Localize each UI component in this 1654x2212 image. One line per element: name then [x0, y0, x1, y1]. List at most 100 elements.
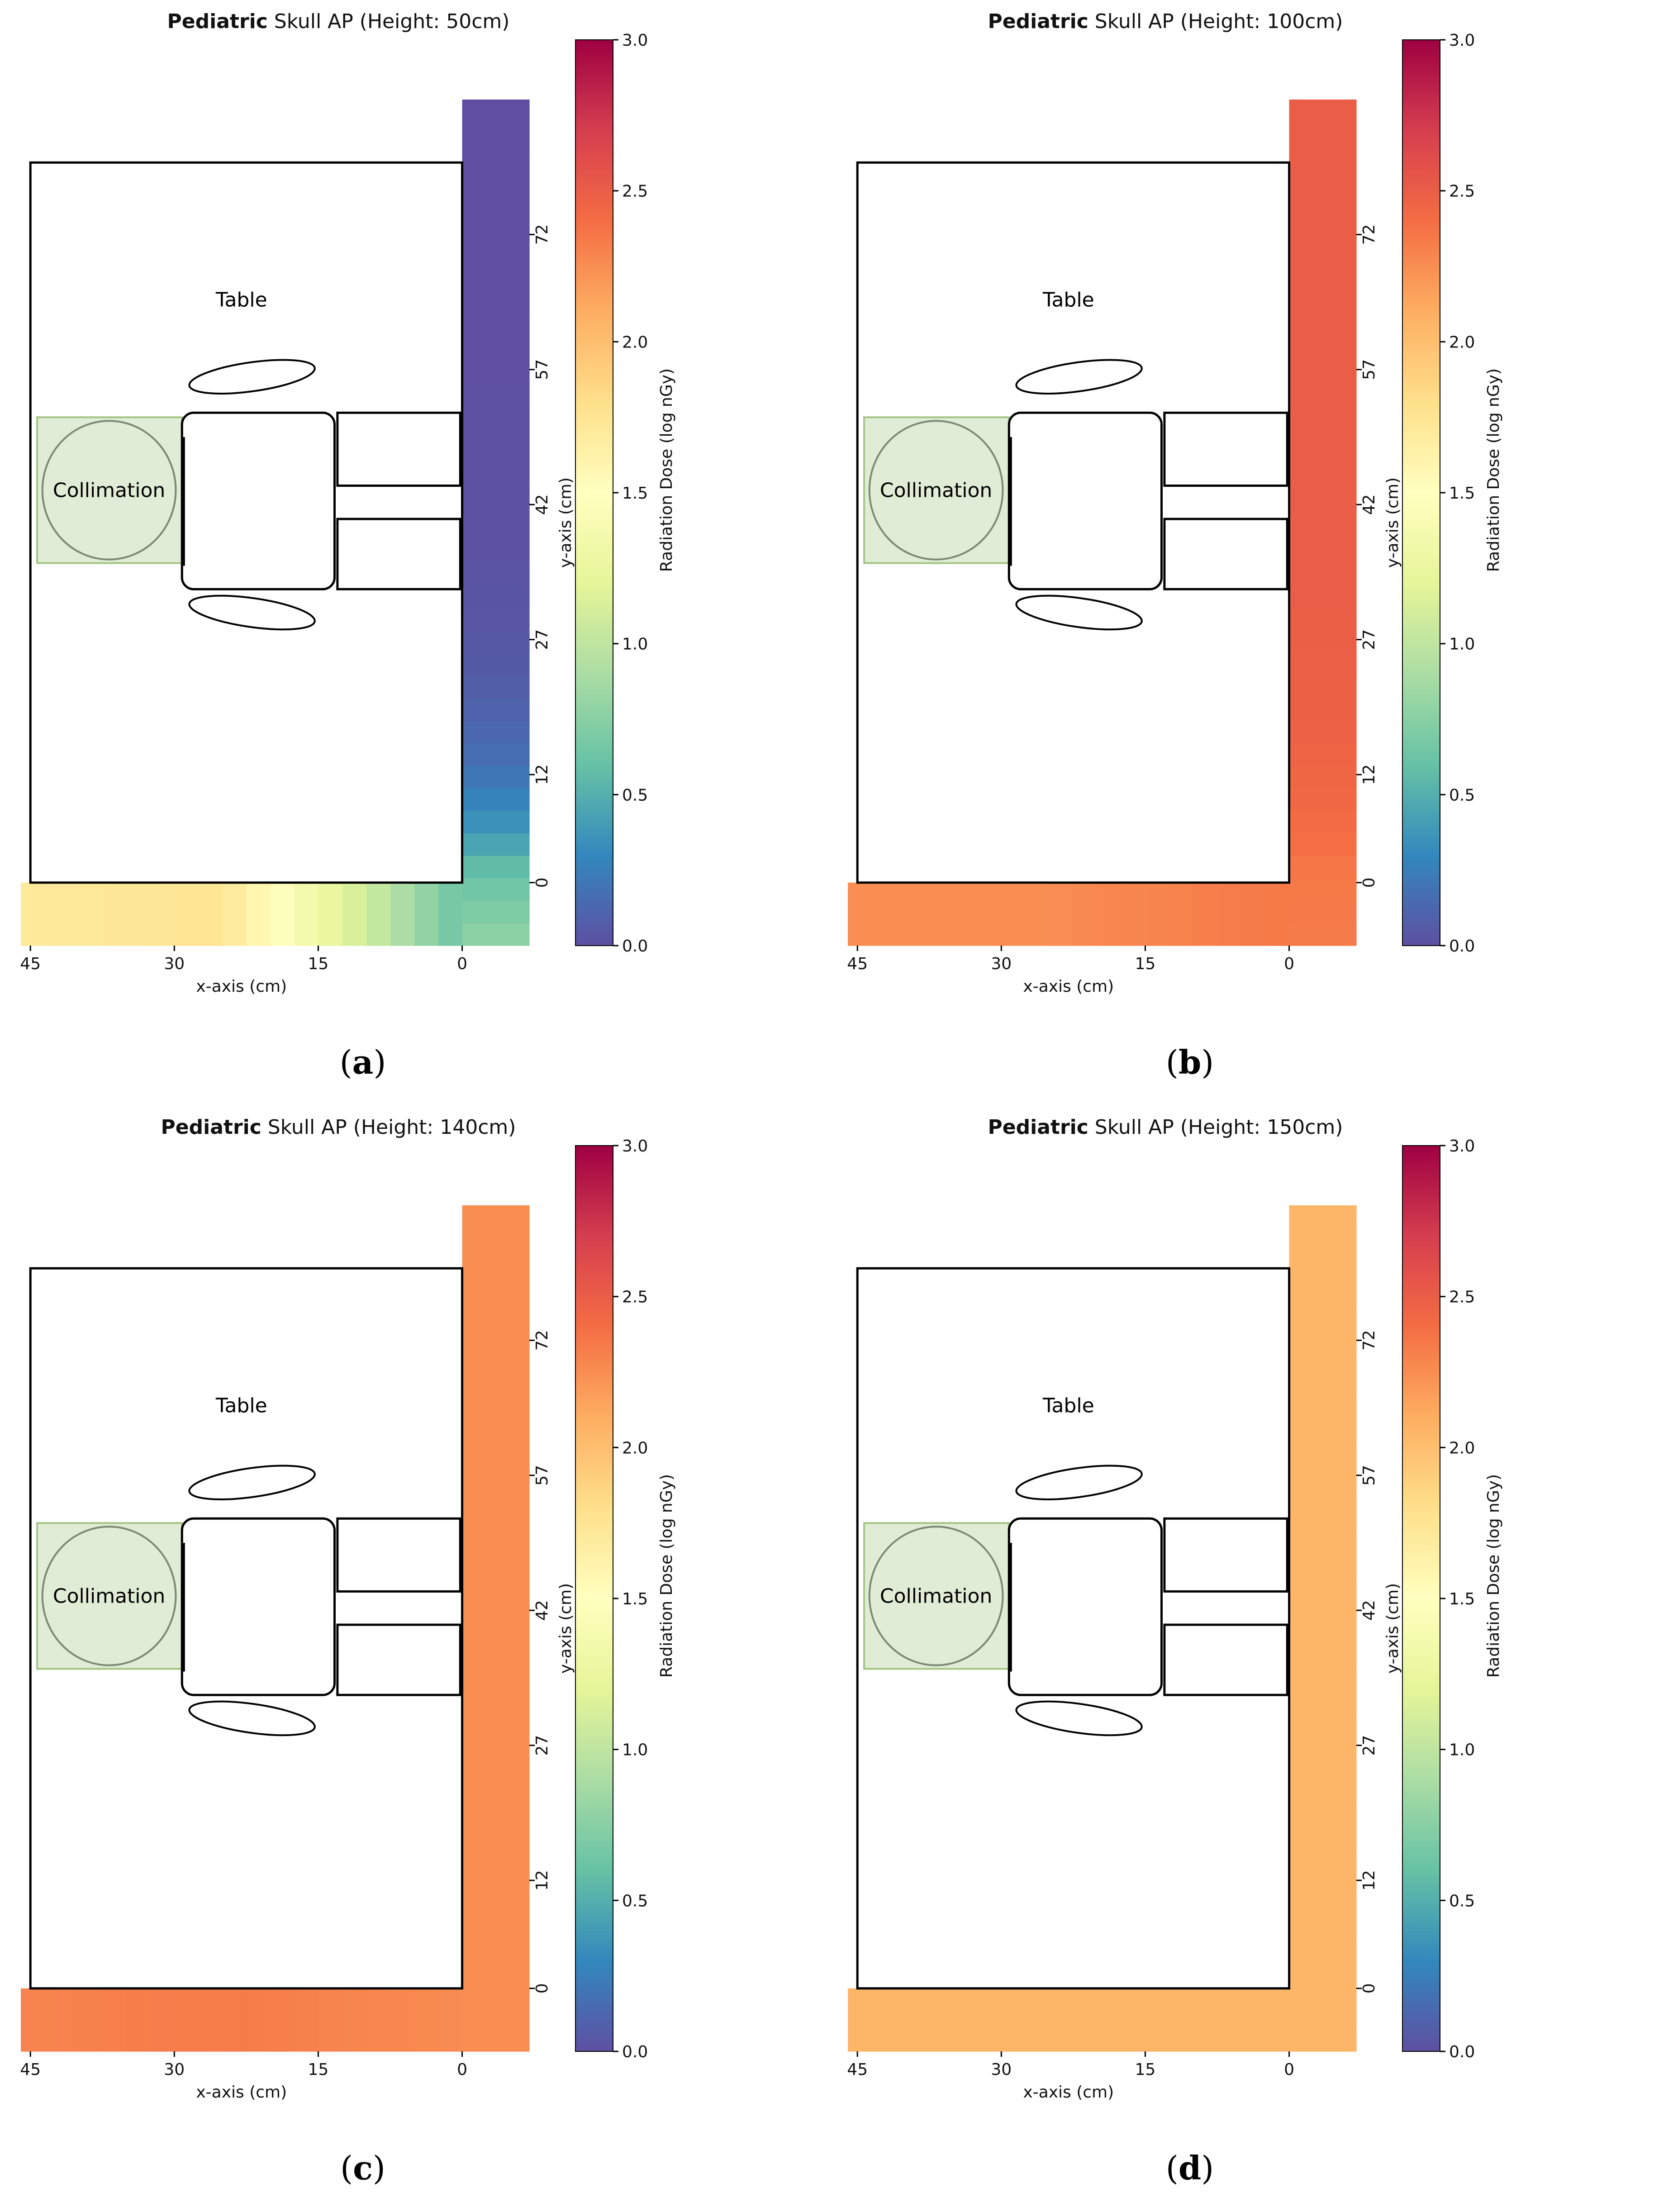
- x-tick-label: 30: [991, 2060, 1012, 2079]
- heatmap-cells: [848, 100, 1357, 946]
- chart-title: Pediatric Skull AP (Height: 150cm): [988, 1116, 1343, 1139]
- heatmap-cell: [150, 2006, 175, 2029]
- heatmap-cell: [1332, 1736, 1357, 1760]
- heatmap-cell: [1332, 1331, 1357, 1354]
- heatmap-cell: [1289, 203, 1309, 226]
- heatmap-cell: [1308, 1444, 1333, 1467]
- heatmap-cell: [505, 473, 530, 496]
- heatmap-cell: [1332, 1984, 1357, 2007]
- heatmap-cell: [462, 1803, 482, 1827]
- panel-label: (b): [1166, 1043, 1214, 1081]
- heatmap-cell: [174, 2029, 199, 2052]
- heatmap-cell: [102, 923, 127, 946]
- heatmap-cell: [1332, 203, 1357, 226]
- heatmap-cell: [126, 882, 151, 901]
- heatmap-cell: [30, 900, 55, 923]
- phantom-arm-lower: [188, 1700, 316, 1736]
- heatmap-cell: [1332, 383, 1357, 406]
- heatmap-cell: [1308, 585, 1333, 609]
- heatmap-cell: [1308, 225, 1333, 248]
- heatmap-cell: [1289, 1781, 1309, 1804]
- heatmap-cell: [481, 878, 506, 901]
- heatmap-cell: [30, 923, 55, 946]
- colorbar-tick-label: 2.5: [1449, 1288, 1475, 1307]
- y-axis-label: y-axis (cm): [1383, 477, 1402, 568]
- colorbar-tick-label: 2.0: [1449, 1439, 1475, 1457]
- heatmap-cell: [1332, 1421, 1357, 1444]
- heatmap-cell: [481, 1961, 506, 1984]
- heatmap-cell: [1289, 720, 1309, 743]
- heatmap-cell: [1332, 1961, 1357, 1984]
- y-tick-label: 0: [533, 1983, 551, 1993]
- heatmap-cell: [54, 923, 79, 946]
- heatmap-cell: [505, 1691, 530, 1714]
- heatmap-cell: [126, 2006, 151, 2029]
- heatmap-cell: [270, 923, 295, 946]
- heatmap-cell: [1308, 1579, 1333, 1602]
- heatmap-cell: [462, 810, 482, 833]
- colorbar-tick-label: 0.5: [622, 786, 648, 804]
- heatmap-cell: [505, 788, 530, 811]
- heatmap-cell: [1289, 428, 1309, 451]
- heatmap-cell: [505, 1421, 530, 1444]
- colorbar-tick-label: 0.5: [1449, 786, 1475, 804]
- heatmap-cell: [150, 1988, 175, 2007]
- heatmap-cell: [1308, 360, 1333, 384]
- heatmap-cell: [102, 2029, 127, 2052]
- heatmap-cell: [1289, 135, 1309, 158]
- heatmap-cell: [1308, 2029, 1333, 2052]
- heatmap-cell: [198, 2029, 223, 2052]
- heatmap-cell: [481, 518, 506, 541]
- heatmap-cell: [462, 743, 482, 766]
- table-label: Table: [215, 289, 267, 312]
- heatmap-cell: [150, 900, 175, 923]
- collimation-circle: [868, 420, 1004, 561]
- heatmap-cell: [462, 203, 482, 226]
- heatmap-cell: [21, 900, 31, 923]
- collimation-circle: [868, 1526, 1004, 1666]
- heatmap-cell: [318, 923, 343, 946]
- heatmap-cell: [462, 158, 482, 181]
- heatmap-cell: [1289, 1466, 1309, 1489]
- heatmap-cell: [505, 405, 530, 428]
- heatmap-cell: [1332, 405, 1357, 428]
- heatmap-cell: [857, 900, 882, 923]
- heatmap-cell: [929, 900, 954, 923]
- heatmap-cell: [1332, 788, 1357, 811]
- heatmap-cell: [1001, 923, 1026, 946]
- heatmap-cell: [270, 2006, 295, 2029]
- heatmap-cell: [1265, 1988, 1290, 2007]
- chart-title-rest: Skull AP (Height: 150cm): [1088, 1116, 1343, 1139]
- heatmap-cell: [953, 882, 978, 901]
- heatmap-cell: [462, 675, 482, 699]
- heatmap-cell: [1332, 293, 1357, 316]
- heatmap-cell: [1332, 1646, 1357, 1670]
- heatmap-cell: [1332, 428, 1357, 451]
- heatmap-cell: [505, 1736, 530, 1760]
- heatmap-cell: [462, 225, 482, 248]
- heatmap-cell: [929, 923, 954, 946]
- heatmap-cell: [462, 2006, 482, 2029]
- heatmap-cell: [414, 1988, 439, 2007]
- heatmap-cell: [78, 1988, 103, 2007]
- heatmap-cell: [270, 1988, 295, 2007]
- heatmap-cell: [905, 900, 930, 923]
- heatmap-cell: [1289, 315, 1309, 338]
- heatmap-cell: [1308, 1984, 1333, 2007]
- heatmap-cell: [505, 540, 530, 564]
- heatmap-cell: [1308, 1736, 1333, 1760]
- heatmap-cell: [462, 1691, 482, 1714]
- heatmap-cell: [294, 923, 319, 946]
- heatmap-cell: [857, 923, 882, 946]
- heatmap-cell: [1169, 882, 1194, 901]
- heatmap-cell: [1332, 1803, 1357, 1827]
- heatmap-cell: [505, 923, 530, 946]
- heatmap-cell: [1217, 900, 1242, 923]
- colorbar: [575, 1145, 613, 2052]
- phantom-arm-lower: [1015, 1700, 1143, 1736]
- table-label: Table: [1042, 1394, 1094, 1418]
- heatmap-cell: [78, 2006, 103, 2029]
- y-tick-label: 57: [533, 359, 551, 380]
- heatmap-cell: [1121, 882, 1146, 901]
- heatmap-cell: [342, 882, 367, 901]
